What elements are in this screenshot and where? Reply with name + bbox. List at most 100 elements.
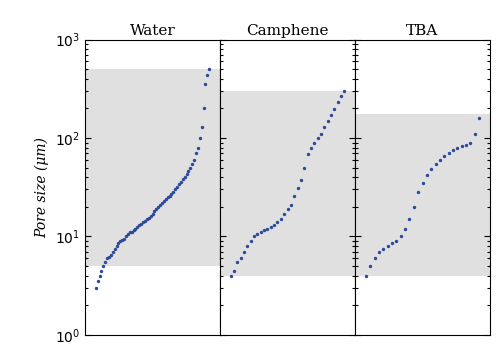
Point xyxy=(396,234,404,239)
Point xyxy=(260,228,268,233)
Point xyxy=(244,243,252,249)
Point xyxy=(304,152,312,157)
Point xyxy=(466,140,474,145)
Point xyxy=(150,208,158,214)
Point xyxy=(168,191,175,197)
Point xyxy=(257,229,265,235)
Point xyxy=(330,107,338,112)
Point xyxy=(200,105,207,111)
Point xyxy=(432,161,440,166)
Point xyxy=(158,200,166,206)
Point xyxy=(274,219,281,225)
Point xyxy=(136,222,143,228)
Point xyxy=(264,226,272,231)
Point xyxy=(384,243,392,249)
Point xyxy=(116,238,124,244)
Point xyxy=(146,213,154,219)
Point xyxy=(144,215,152,221)
Point xyxy=(128,229,136,235)
Point xyxy=(130,228,138,233)
Bar xyxy=(355,114,490,275)
Point xyxy=(290,193,298,198)
Point xyxy=(449,147,457,153)
Point xyxy=(175,181,183,187)
Point xyxy=(110,246,118,252)
Point xyxy=(227,273,235,278)
Point xyxy=(317,131,325,137)
Point xyxy=(418,180,426,186)
Point xyxy=(120,236,128,242)
Point xyxy=(196,135,204,141)
Point xyxy=(327,112,335,118)
Point xyxy=(92,285,100,291)
Point xyxy=(454,145,462,150)
Point xyxy=(366,263,374,269)
Bar xyxy=(85,69,220,266)
Point xyxy=(294,185,302,191)
Point xyxy=(247,238,255,244)
Point xyxy=(186,165,194,171)
Point xyxy=(362,273,370,278)
Point xyxy=(154,204,162,210)
Point xyxy=(107,252,115,258)
Point xyxy=(98,267,106,273)
Point xyxy=(94,278,102,284)
Point xyxy=(137,221,145,226)
Point xyxy=(160,198,168,204)
Point xyxy=(100,263,108,269)
Point xyxy=(164,194,172,200)
Point xyxy=(314,135,322,141)
Point xyxy=(237,255,245,261)
Point xyxy=(148,211,156,217)
Point xyxy=(198,124,205,130)
Point xyxy=(234,259,241,265)
Point xyxy=(240,249,248,255)
Point xyxy=(379,246,387,252)
Point xyxy=(334,99,342,105)
Point xyxy=(180,174,188,180)
Title: Camphene: Camphene xyxy=(246,24,329,39)
Point xyxy=(310,140,318,145)
Point xyxy=(462,142,470,148)
Point xyxy=(192,150,200,156)
Point xyxy=(134,224,141,230)
Point xyxy=(177,179,185,185)
Point xyxy=(141,218,149,224)
Point xyxy=(254,231,262,237)
Point xyxy=(230,267,238,273)
Y-axis label: Pore size (μm): Pore size (μm) xyxy=(35,137,50,238)
Point xyxy=(297,177,305,183)
Point xyxy=(166,193,173,198)
Point xyxy=(324,118,332,123)
Point xyxy=(340,88,348,94)
Point xyxy=(170,189,177,195)
Point xyxy=(406,216,413,222)
Point xyxy=(109,249,117,255)
Point xyxy=(267,224,275,230)
Point xyxy=(101,259,109,265)
Point xyxy=(287,202,295,208)
Point xyxy=(337,94,345,99)
Point xyxy=(162,196,170,202)
Point xyxy=(152,206,160,212)
Point xyxy=(190,157,198,163)
Point xyxy=(143,216,151,222)
Point xyxy=(250,234,258,239)
Point xyxy=(475,115,483,121)
Point xyxy=(370,255,378,261)
Point xyxy=(427,166,435,172)
Point xyxy=(436,157,444,163)
Point xyxy=(307,145,315,150)
Point xyxy=(270,222,278,228)
Point xyxy=(458,144,466,149)
Point xyxy=(184,168,192,174)
Point xyxy=(122,234,130,239)
Point xyxy=(96,273,104,278)
Point xyxy=(156,202,164,208)
Point xyxy=(118,237,126,242)
Point xyxy=(124,231,132,237)
Point xyxy=(114,240,122,246)
Point xyxy=(388,240,396,246)
Point xyxy=(139,219,147,225)
Point xyxy=(171,186,179,192)
